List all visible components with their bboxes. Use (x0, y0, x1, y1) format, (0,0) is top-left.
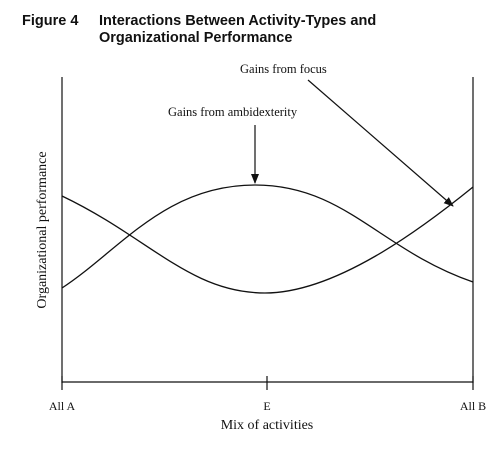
figure-header: Figure 4 Interactions Between Activity-T… (22, 13, 376, 47)
gains-from-ambidexterity-label: Gains from ambidexterity (168, 105, 298, 119)
gains-from-focus-label: Gains from focus (240, 62, 327, 76)
figure-title-row-2: Organizational Performance (22, 30, 376, 47)
x-axis-label: Mix of activities (221, 418, 314, 433)
focus-arrow (307, 79, 454, 207)
y-axis-label: Organizational performance (35, 151, 50, 308)
x-tick-label-all-b: All B (460, 399, 486, 413)
figure-label: Figure 4 (22, 13, 79, 29)
x-tick-label-all-a: All A (49, 399, 76, 413)
figure-title-row-1: Figure 4 Interactions Between Activity-T… (22, 13, 376, 30)
figure-title-line-2: Organizational Performance (99, 30, 293, 46)
ambidexterity-curve (61, 184, 474, 289)
x-tick-label-e: E (263, 399, 270, 413)
focus-curve (61, 186, 474, 294)
figure-title-line-1: Interactions Between Activity-Types and (99, 13, 377, 29)
